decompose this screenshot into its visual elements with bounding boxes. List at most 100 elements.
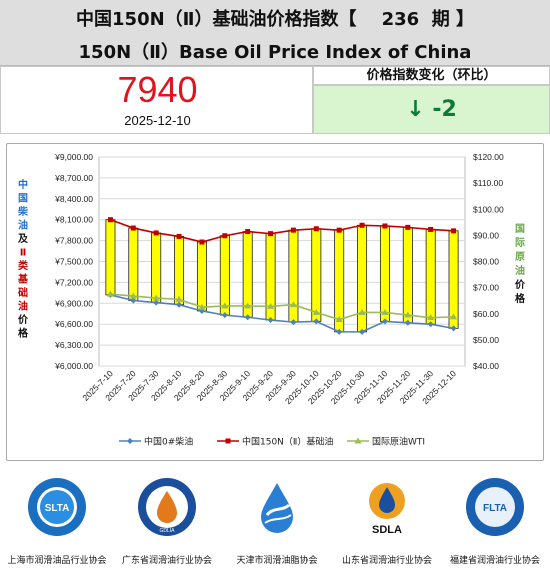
point-base-oil xyxy=(199,239,205,245)
right-tick-label: $110.00 xyxy=(473,178,503,188)
spread-bar xyxy=(379,225,390,322)
change-panel: ↓ -2 xyxy=(313,85,550,134)
change-value: ↓ -2 xyxy=(406,97,457,122)
point-diesel xyxy=(359,328,366,335)
change-label-panel: 价格指数变化（环比） xyxy=(313,66,550,85)
legend-marker xyxy=(225,438,231,444)
point-diesel xyxy=(313,318,320,325)
left-tick-label: ¥6,300.00 xyxy=(54,340,93,350)
point-diesel xyxy=(176,301,183,308)
right-tick-label: $120.00 xyxy=(473,152,504,162)
right-tick-label: $70.00 xyxy=(473,283,499,293)
point-diesel xyxy=(450,325,457,332)
legend-label: 国际原油WTI xyxy=(372,436,425,448)
index-value: 7940 xyxy=(117,69,198,110)
org-caption: 广东省润滑油行业协会 xyxy=(121,556,212,566)
flta-abbr: FLTA xyxy=(483,503,507,514)
index-panel: 7940 2025-12-10 xyxy=(0,66,313,134)
flta-logo-icon: FLTA xyxy=(466,478,524,536)
point-diesel xyxy=(153,299,160,306)
org-logo-slta: SLTA 上海市润滑油品行业协会 xyxy=(2,467,112,571)
point-diesel xyxy=(221,312,228,319)
point-wti xyxy=(312,308,320,315)
index-date: 2025-12-10 xyxy=(124,113,191,128)
series-line-wti xyxy=(110,293,454,321)
point-base-oil xyxy=(405,224,411,230)
point-wti xyxy=(267,302,275,309)
point-diesel xyxy=(290,319,297,326)
spread-bar xyxy=(174,236,185,306)
org-caption: 福建省润滑油行业协会 xyxy=(449,556,540,566)
point-wti xyxy=(450,313,458,320)
point-base-oil xyxy=(382,223,388,229)
spread-bar xyxy=(425,229,436,325)
left-axis-label-char: 中 xyxy=(18,178,28,191)
series-line-diesel xyxy=(110,294,454,333)
org-caption: 上海市润滑油品行业协会 xyxy=(7,556,107,566)
sdla-abbr: SDLA xyxy=(372,524,402,536)
gdlia-abbr: GDLIA xyxy=(159,528,175,534)
spread-bar xyxy=(357,224,368,333)
point-diesel xyxy=(427,321,434,328)
left-tick-label: ¥9,000.00 xyxy=(54,152,93,162)
left-tick-label: ¥7,500.00 xyxy=(54,257,93,267)
point-wti xyxy=(129,292,137,299)
left-axis-label-char: 油 xyxy=(18,300,28,313)
right-tick-label: $50.00 xyxy=(473,335,499,345)
legend-marker xyxy=(354,437,362,444)
point-diesel xyxy=(130,297,137,304)
point-wti xyxy=(381,308,389,315)
right-axis-label-char: 际 xyxy=(515,237,525,249)
left-axis-label-char: 格 xyxy=(18,327,29,340)
point-base-oil xyxy=(428,226,434,232)
spread-bar xyxy=(311,228,322,322)
point-diesel xyxy=(267,317,274,324)
right-axis-label-char: 国 xyxy=(515,223,525,235)
left-tick-label: ¥8,700.00 xyxy=(54,173,93,183)
gdlia-logo-icon: GDLIA xyxy=(138,478,196,536)
left-tick-label: ¥6,600.00 xyxy=(54,319,93,329)
right-tick-label: $60.00 xyxy=(473,309,499,319)
point-base-oil xyxy=(107,217,113,223)
right-axis-label-char: 原 xyxy=(515,251,525,263)
right-axis-label-char: 油 xyxy=(515,264,525,277)
left-tick-label: ¥7,800.00 xyxy=(54,236,93,246)
left-tick-label: ¥8,400.00 xyxy=(54,194,93,204)
org-logo-gdlia: GDLIA 广东省润滑油行业协会 xyxy=(112,467,222,571)
point-base-oil xyxy=(130,225,136,231)
point-wti xyxy=(198,303,206,310)
point-diesel xyxy=(244,314,251,321)
point-wti xyxy=(427,314,435,321)
right-tick-label: $80.00 xyxy=(473,257,499,267)
point-wti xyxy=(289,301,297,308)
point-base-oil xyxy=(268,231,274,237)
left-tick-label: ¥6,900.00 xyxy=(54,298,93,308)
point-wti xyxy=(404,311,412,318)
left-axis-label-char: 价 xyxy=(18,314,29,326)
spread-bar xyxy=(151,232,162,304)
left-tick-label: ¥6,000.00 xyxy=(54,361,93,371)
title-english: 150N（Ⅱ）Base Oil Price Index of China xyxy=(78,42,472,63)
left-axis-label-char: 国 xyxy=(18,193,28,205)
point-base-oil xyxy=(245,229,251,235)
spread-bar xyxy=(402,226,413,324)
point-wti xyxy=(358,308,366,315)
left-axis-label-char: 类 xyxy=(18,259,28,272)
series-line-base-oil xyxy=(110,218,454,243)
right-tick-label: $90.00 xyxy=(473,230,499,240)
price-chart: ¥9,000.00 ¥8,700.00 ¥8,400.00 ¥8,100.00 ¥7,8… xyxy=(6,143,544,461)
chart-svg: ¥9,000.00 ¥8,700.00 ¥8,400.00 ¥8,100.00 ¥7,8… xyxy=(17,152,526,448)
title-chinese: 中国150N（Ⅱ）基础油价格指数【 236 期 】 xyxy=(76,9,474,30)
left-axis-label-char: 油 xyxy=(18,219,28,232)
spread-bar xyxy=(196,241,207,312)
org-caption: 天津市润滑油脂协会 xyxy=(236,556,318,566)
point-base-oil xyxy=(336,227,342,233)
legend-label: 中国0#柴油 xyxy=(144,436,193,448)
point-base-oil xyxy=(359,222,365,228)
right-tick-label: $100.00 xyxy=(473,204,504,214)
tianjin-drop-icon xyxy=(261,483,293,533)
point-wti xyxy=(106,290,114,297)
left-axis-label-char: Ⅱ xyxy=(20,248,27,259)
change-label: 价格指数变化（环比） xyxy=(366,68,497,83)
point-diesel xyxy=(198,307,205,314)
